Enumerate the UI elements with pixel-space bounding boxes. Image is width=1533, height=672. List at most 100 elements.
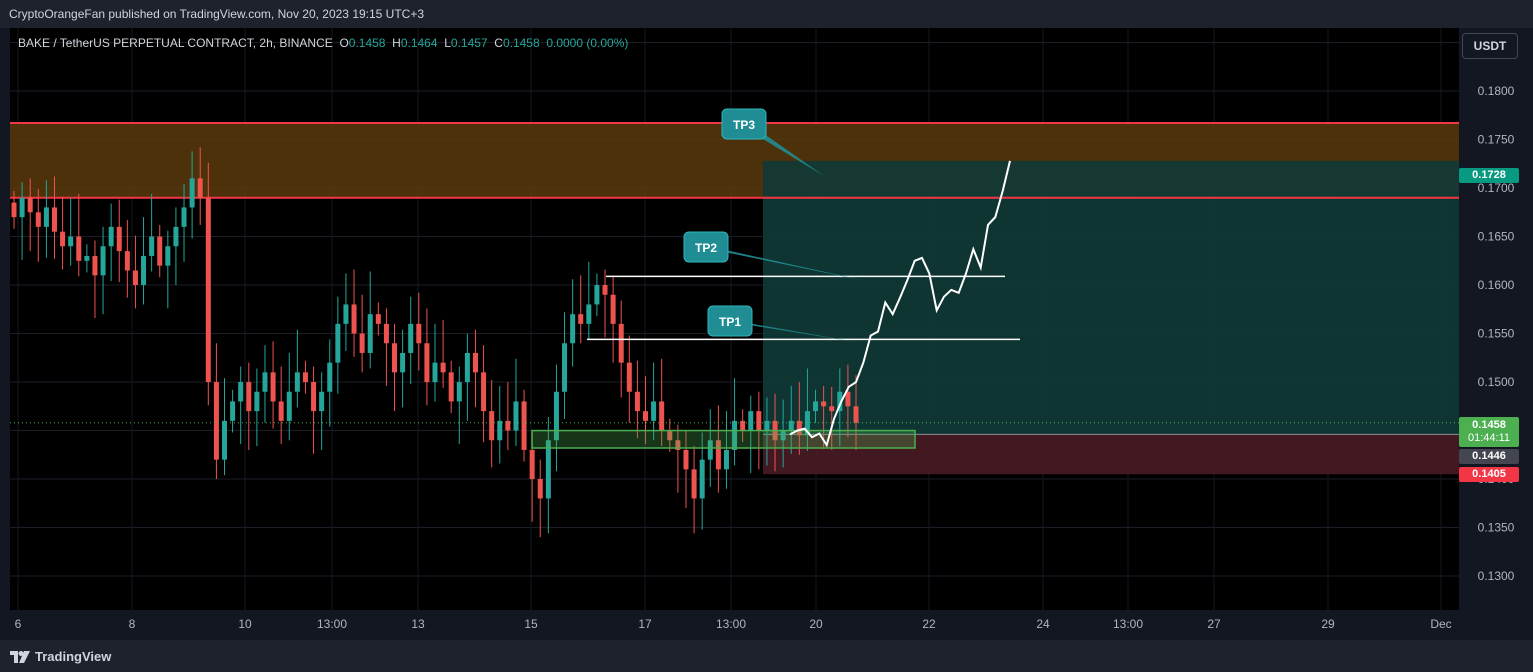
candle-body xyxy=(286,391,292,421)
close-label: C xyxy=(494,36,503,50)
candle-body xyxy=(796,420,802,436)
low-label: L xyxy=(444,36,451,50)
y-tick-label: 0.1550 xyxy=(1478,327,1515,341)
candle-body xyxy=(400,352,406,373)
candle-body xyxy=(464,352,470,383)
candle-body xyxy=(529,449,535,480)
y-tick-label: 0.1650 xyxy=(1478,230,1515,244)
bar-countdown: 01:44:11 xyxy=(1467,432,1510,444)
y-tick-label: 0.1500 xyxy=(1478,375,1515,389)
x-tick-label: 20 xyxy=(809,617,823,631)
candle-body xyxy=(19,197,25,218)
tradingview-logo-icon xyxy=(10,650,30,663)
candle-body xyxy=(141,255,147,286)
candle-body xyxy=(424,343,430,383)
callout-label: TP3 xyxy=(733,118,755,132)
candle-body xyxy=(100,246,106,276)
symbol-title: BAKE / TetherUS PERPETUAL CONTRACT, 2h, … xyxy=(18,36,333,50)
x-tick-label: 6 xyxy=(15,617,22,631)
candle-body xyxy=(68,236,74,247)
y-tick-label: 0.1350 xyxy=(1478,521,1515,535)
candle-body xyxy=(294,372,300,392)
candle-body xyxy=(683,449,689,470)
candle-body xyxy=(456,382,462,402)
high-label: H xyxy=(392,36,401,50)
candle-body xyxy=(197,178,203,198)
candle-body xyxy=(375,314,381,324)
open-value: 0.1458 xyxy=(348,36,386,50)
target-zone xyxy=(763,160,1459,435)
candle-body xyxy=(448,372,454,402)
tp1-callout: TP1 xyxy=(707,305,856,342)
candle-body xyxy=(618,323,624,363)
x-tick-label: 8 xyxy=(129,617,136,631)
candle-body xyxy=(416,323,422,344)
x-tick-label: 24 xyxy=(1036,617,1050,631)
candle-body xyxy=(780,430,786,441)
tradingview-logo[interactable]: TradingView xyxy=(10,649,111,664)
candle-body xyxy=(788,420,794,431)
publish-info: CryptoOrangeFan published on TradingView… xyxy=(9,7,425,21)
candle-body xyxy=(311,382,317,412)
x-tick-label: 27 xyxy=(1207,617,1221,631)
candle-body xyxy=(489,411,495,441)
candle-body xyxy=(124,251,130,271)
current-price: 0.1458 xyxy=(1472,419,1506,431)
candle-body xyxy=(157,236,163,266)
candle-body xyxy=(667,430,673,441)
candle-body xyxy=(327,362,333,392)
candle-body xyxy=(821,401,827,407)
candle-body xyxy=(740,420,746,431)
candle-body xyxy=(246,382,252,412)
x-tick-label: 10 xyxy=(238,617,252,631)
candle-body xyxy=(76,236,82,261)
candle-body xyxy=(594,285,600,305)
callout-label: TP1 xyxy=(719,315,741,329)
candle-body xyxy=(505,420,511,431)
open-label: O xyxy=(339,36,349,50)
currency-button[interactable]: USDT xyxy=(1462,33,1518,59)
candle-body xyxy=(343,304,349,324)
candle-body xyxy=(756,411,762,431)
x-tick-label: 22 xyxy=(922,617,936,631)
candle-body xyxy=(149,236,155,256)
high-value: 0.1464 xyxy=(400,36,438,50)
x-tick-label: 13 xyxy=(411,617,425,631)
projected-path xyxy=(789,160,1011,448)
candle-body xyxy=(829,406,835,412)
candle-body xyxy=(513,401,519,431)
y-tick-label: 0.1300 xyxy=(1478,569,1515,583)
y-tick-label: 0.1800 xyxy=(1478,84,1515,98)
y-tick-label: 0.1700 xyxy=(1478,181,1515,195)
candle-body xyxy=(651,401,657,421)
candle-body xyxy=(732,420,738,450)
candle-body xyxy=(845,391,851,407)
candle-body xyxy=(837,391,843,412)
target-price-tag: 0.1728 xyxy=(1459,168,1519,183)
y-tick-label: 0.1750 xyxy=(1478,133,1515,147)
candle-body xyxy=(659,401,665,431)
candle-body xyxy=(165,246,171,266)
x-tick-label: 13:00 xyxy=(716,617,746,631)
tp2-callout: TP2 xyxy=(683,231,866,281)
candle-body xyxy=(521,401,527,450)
tp3-callout: TP3 xyxy=(721,108,824,176)
candle-body xyxy=(537,479,543,499)
callout-label: TP2 xyxy=(695,241,717,255)
candle-body xyxy=(440,362,446,373)
publish-header: CryptoOrangeFan published on TradingView… xyxy=(0,0,1533,28)
candle-body xyxy=(181,207,187,227)
x-tick-label: 13:00 xyxy=(1113,617,1143,631)
candle-body xyxy=(392,343,398,373)
candle-body xyxy=(189,178,195,208)
candle-body xyxy=(699,459,705,499)
candle-body xyxy=(562,343,568,392)
callout-box xyxy=(721,108,767,140)
candle-body xyxy=(626,362,632,392)
candle-body xyxy=(715,440,721,470)
candle-body xyxy=(804,411,810,436)
candle-body xyxy=(675,440,681,450)
candle-body xyxy=(302,372,308,383)
candle-body xyxy=(230,401,236,421)
